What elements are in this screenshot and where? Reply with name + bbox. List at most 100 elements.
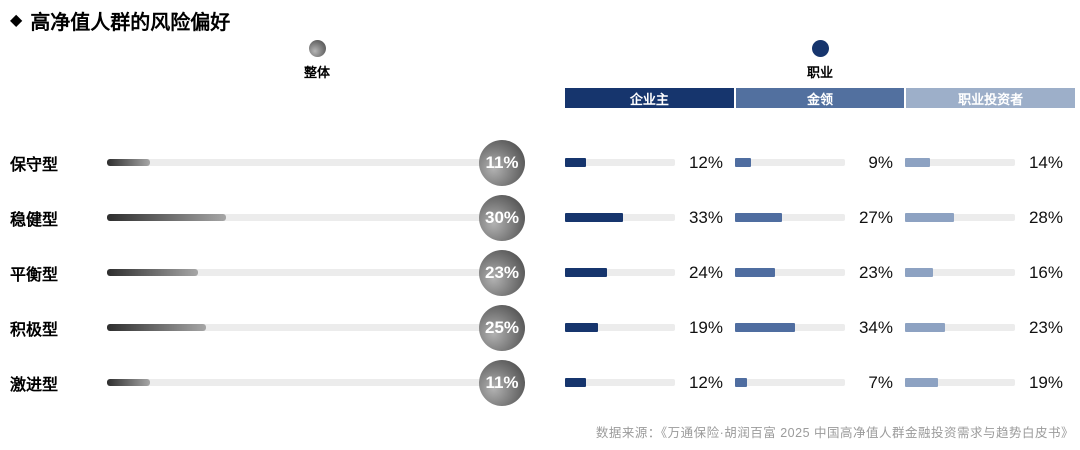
occupation-cell: 12% bbox=[565, 373, 735, 393]
mini-bar-fill bbox=[565, 268, 607, 277]
overall-value-bubble: 30% bbox=[479, 194, 525, 241]
overall-bar-fill bbox=[107, 269, 198, 276]
mini-bar-fill bbox=[735, 213, 783, 222]
overall-bar-fill bbox=[107, 159, 151, 166]
mini-bar-value: 9% bbox=[868, 152, 893, 172]
occupation-cells: 12% 7% 19% bbox=[565, 373, 1075, 393]
mini-bar-track bbox=[735, 213, 845, 222]
mini-bar-track bbox=[565, 378, 675, 387]
overall-bar-fill bbox=[107, 214, 226, 221]
occupation-cell: 12% bbox=[565, 153, 735, 173]
occupation-cell: 23% bbox=[905, 318, 1075, 338]
row-label: 平衡型 bbox=[10, 266, 59, 284]
column-header-gold-collar: 金领 bbox=[735, 88, 905, 108]
chart-rows: 保守型 11% 12% 9% 14% bbox=[0, 135, 1080, 410]
row-label: 积极型 bbox=[10, 321, 59, 339]
mini-bar-fill bbox=[905, 268, 933, 277]
mini-bar-value: 14% bbox=[1028, 152, 1063, 172]
mini-bar-fill bbox=[905, 378, 939, 387]
mini-bar-value: 19% bbox=[1028, 372, 1063, 392]
mini-bar-track bbox=[565, 158, 675, 167]
mini-bar-track bbox=[905, 213, 1015, 222]
mini-bar-fill bbox=[735, 158, 751, 167]
column-header-business-owner: 企业主 bbox=[565, 88, 734, 108]
chart-row: 保守型 11% 12% 9% 14% bbox=[0, 135, 1080, 190]
occupation-cell: 23% bbox=[735, 263, 905, 283]
overall-bar-track bbox=[107, 324, 502, 331]
occupation-cell: 7% bbox=[735, 373, 905, 393]
chart-row: 平衡型 23% 24% 23% 16% bbox=[0, 245, 1080, 300]
mini-bar-value: 23% bbox=[1028, 317, 1063, 337]
mini-bar-fill bbox=[905, 158, 930, 167]
mini-bar-fill bbox=[735, 268, 776, 277]
overall-bar-track bbox=[107, 379, 502, 386]
overall-bar: 25% bbox=[107, 304, 525, 351]
mini-bar-track bbox=[565, 323, 675, 332]
mini-bar-fill bbox=[565, 213, 623, 222]
mini-bar-track bbox=[565, 268, 675, 277]
overall-legend-dot-icon bbox=[308, 40, 326, 57]
overall-legend-label: 整体 bbox=[303, 65, 330, 80]
occupation-legend-label: 职业 bbox=[806, 65, 833, 80]
occupation-cell: 19% bbox=[905, 373, 1075, 393]
mini-bar-fill bbox=[565, 158, 586, 167]
overall-bar-fill bbox=[107, 324, 206, 331]
occupation-column-headers: 企业主 金领 职业投资者 bbox=[565, 88, 1076, 108]
mini-bar-track bbox=[735, 268, 845, 277]
overall-value-bubble: 23% bbox=[479, 249, 525, 296]
mini-bar-fill bbox=[735, 323, 795, 332]
page-title-text: 高净值人群的风险偏好 bbox=[30, 12, 231, 34]
occupation-cell: 27% bbox=[735, 208, 905, 228]
occupation-cell: 9% bbox=[735, 153, 905, 173]
occupation-cell: 33% bbox=[565, 208, 735, 228]
row-label: 稳健型 bbox=[10, 211, 59, 229]
mini-bar-value: 12% bbox=[688, 152, 723, 172]
mini-bar-fill bbox=[565, 323, 599, 332]
mini-bar-track bbox=[735, 378, 845, 387]
overall-bar: 30% bbox=[107, 194, 525, 241]
legend-occupation: 职业 bbox=[780, 40, 860, 81]
mini-bar-track bbox=[565, 213, 675, 222]
mini-bar-track bbox=[905, 268, 1015, 277]
occupation-legend-dot-icon bbox=[811, 40, 829, 57]
occupation-cell: 24% bbox=[565, 263, 735, 283]
mini-bar-value: 16% bbox=[1028, 262, 1063, 282]
overall-value-bubble: 25% bbox=[479, 304, 525, 351]
occupation-cells: 24% 23% 16% bbox=[565, 263, 1075, 283]
occupation-cell: 14% bbox=[905, 153, 1075, 173]
mini-bar-fill bbox=[735, 378, 748, 387]
mini-bar-fill bbox=[905, 213, 954, 222]
chart-row: 积极型 25% 19% 34% 23% bbox=[0, 300, 1080, 355]
row-label: 保守型 bbox=[10, 156, 59, 174]
overall-bar: 11% bbox=[107, 139, 525, 186]
overall-value-bubble: 11% bbox=[479, 359, 525, 406]
mini-bar-track bbox=[735, 158, 845, 167]
occupation-cell: 19% bbox=[565, 318, 735, 338]
mini-bar-value: 24% bbox=[688, 262, 723, 282]
data-source-note: 数据来源：《万通保险·胡润百富 2025 中国高净值人群金融投资需求与趋势白皮书… bbox=[595, 426, 1074, 440]
overall-bar-track bbox=[107, 159, 502, 166]
occupation-cells: 33% 27% 28% bbox=[565, 208, 1075, 228]
overall-bar-track bbox=[107, 214, 502, 221]
mini-bar-value: 33% bbox=[688, 207, 723, 227]
row-label: 激进型 bbox=[10, 376, 59, 394]
mini-bar-value: 27% bbox=[858, 207, 893, 227]
legend-overall: 整体 bbox=[277, 40, 357, 81]
mini-bar-fill bbox=[565, 378, 586, 387]
mini-bar-value: 28% bbox=[1028, 207, 1063, 227]
occupation-cell: 34% bbox=[735, 318, 905, 338]
occupation-cell: 28% bbox=[905, 208, 1075, 228]
overall-bar-track bbox=[107, 269, 502, 276]
overall-bar: 11% bbox=[107, 359, 525, 406]
mini-bar-track bbox=[735, 323, 845, 332]
mini-bar-track bbox=[905, 158, 1015, 167]
overall-bar: 23% bbox=[107, 249, 525, 296]
mini-bar-value: 7% bbox=[868, 372, 893, 392]
occupation-cells: 12% 9% 14% bbox=[565, 153, 1075, 173]
overall-bar-fill bbox=[107, 379, 151, 386]
chart-row: 激进型 11% 12% 7% 19% bbox=[0, 355, 1080, 410]
mini-bar-track bbox=[905, 378, 1015, 387]
mini-bar-value: 34% bbox=[858, 317, 893, 337]
overall-value-bubble: 11% bbox=[479, 139, 525, 186]
